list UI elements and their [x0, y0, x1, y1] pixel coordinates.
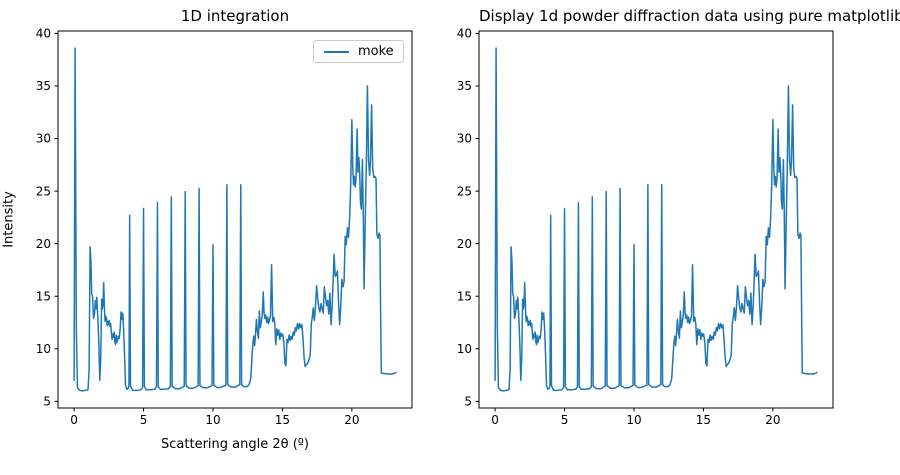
- x-axis-label: Scattering angle 2θ (º): [161, 437, 309, 452]
- svg-text:20: 20: [36, 237, 51, 251]
- right-plot-canvas: 0 5 10 15 20 5 10 15 20 25 30 35 40: [457, 27, 834, 427]
- svg-text:0: 0: [70, 413, 78, 427]
- svg-text:10: 10: [205, 413, 220, 427]
- svg-text:15: 15: [696, 413, 711, 427]
- svg-text:15: 15: [457, 289, 472, 303]
- svg-text:25: 25: [36, 184, 51, 198]
- svg-text:30: 30: [457, 132, 472, 146]
- svg-text:15: 15: [275, 413, 290, 427]
- svg-text:10: 10: [36, 342, 51, 356]
- svg-text:5: 5: [561, 413, 569, 427]
- legend-line-sample: [324, 50, 349, 53]
- svg-text:20: 20: [344, 413, 359, 427]
- svg-text:40: 40: [36, 27, 51, 41]
- svg-text:20: 20: [457, 237, 472, 251]
- svg-text:30: 30: [36, 132, 51, 146]
- svg-text:5: 5: [464, 395, 472, 409]
- y-axis-label: Intensity: [1, 191, 17, 248]
- legend: moke: [313, 40, 404, 63]
- svg-text:35: 35: [36, 79, 51, 93]
- legend-label: moke: [358, 44, 394, 59]
- svg-text:35: 35: [457, 79, 472, 93]
- svg-text:10: 10: [626, 413, 641, 427]
- svg-text:0: 0: [491, 413, 499, 427]
- svg-text:15: 15: [36, 289, 51, 303]
- left-plot-title: 1D integration: [180, 7, 290, 25]
- svg-text:5: 5: [43, 395, 51, 409]
- svg-text:5: 5: [140, 413, 148, 427]
- right-plot-title: Display 1d powder diffraction data using…: [479, 7, 900, 25]
- svg-text:40: 40: [457, 27, 472, 41]
- svg-text:25: 25: [457, 184, 472, 198]
- left-plot-canvas: 0 5 10 15 20 5 10 15 20 25 30 35 40: [36, 27, 413, 427]
- svg-text:20: 20: [765, 413, 780, 427]
- svg-text:10: 10: [457, 342, 472, 356]
